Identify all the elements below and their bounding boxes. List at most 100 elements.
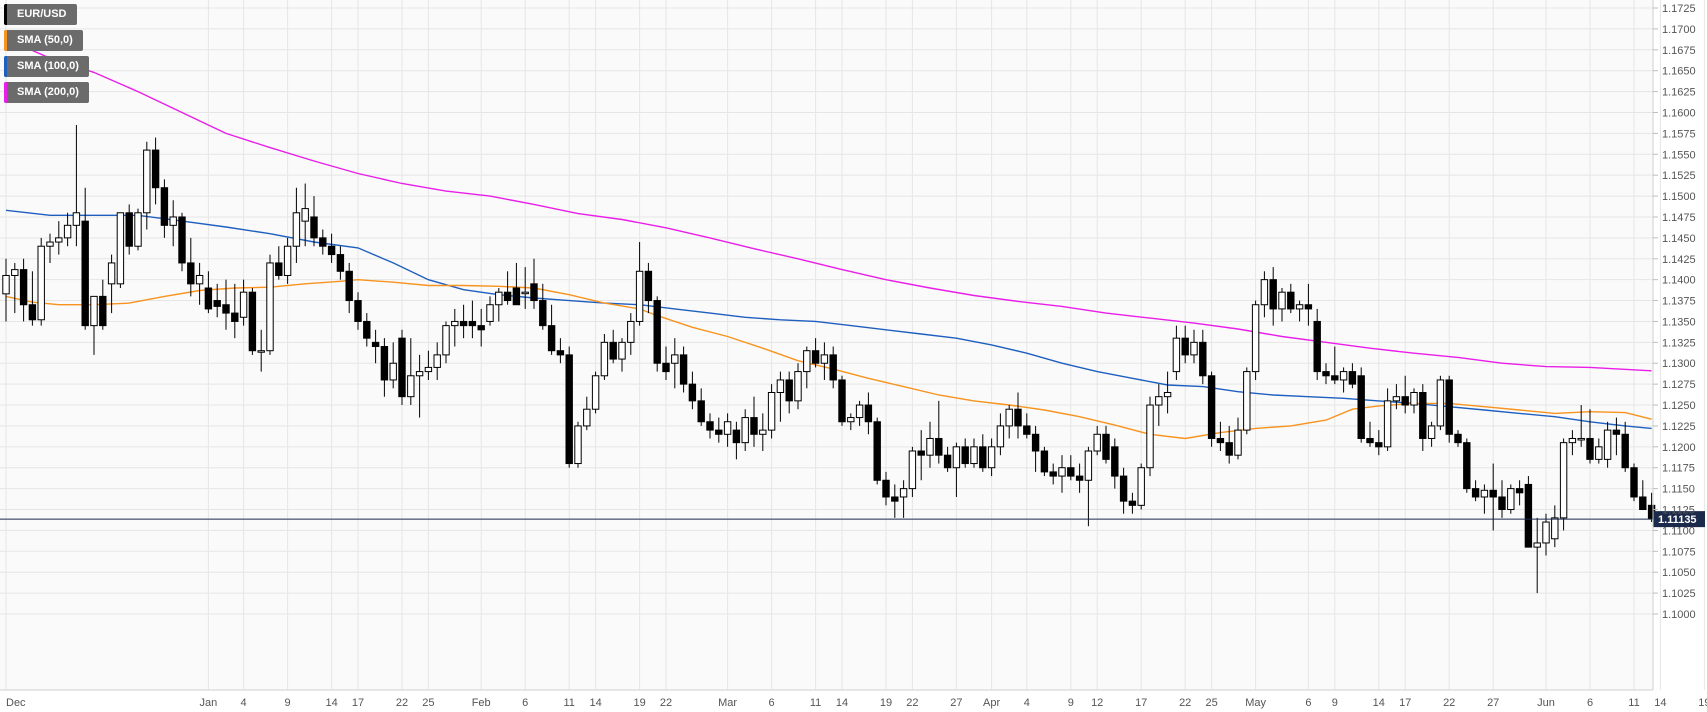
candle [794,363,802,410]
x-tick-label: 9 [1068,697,1074,709]
candle-body-up [820,354,829,364]
candle [239,279,248,326]
candle [1322,363,1330,385]
candle-body-down [354,300,362,322]
candle [178,212,186,272]
candle-body-up [1595,446,1603,460]
candle-body-down [882,479,890,498]
x-tick-label: Apr [983,697,1000,709]
candle [1084,446,1093,527]
y-tick-label: 1.1000 [1662,609,1696,621]
candle-body-up [266,262,274,352]
x-tick-label: 27 [950,697,962,709]
x-tick-label: 22 [1443,697,1455,709]
candle-body-down [248,291,257,352]
candle-body-up [987,446,996,469]
legend-item-sma-200[interactable]: SMA (200,0) [4,82,89,103]
candle [917,430,925,481]
y-tick-label: 1.1575 [1662,128,1696,140]
candle [415,354,424,418]
candle [213,283,221,318]
x-tick-label: 17 [352,697,364,709]
candle [1102,425,1110,464]
y-tick-label: 1.1550 [1662,149,1696,161]
legend-item-eurusd[interactable]: EUR/USD [4,4,77,25]
candle-body-up [627,320,635,343]
candle-body-up [1084,450,1093,481]
x-tick-label: 4 [1024,697,1030,709]
x-tick-label: Jan [200,697,218,709]
candle [1542,513,1550,556]
y-axis: 1.1725 1.1700 1.1675 1.1650 1.1625 1.1600 1.15… [1652,0,1696,690]
candle [477,308,485,347]
x-tick-label: 4 [241,697,247,709]
candle [28,271,37,326]
candle-body-down [1014,408,1022,427]
x-tick-label: 14 [836,697,848,709]
candle [855,400,864,426]
candle [952,442,961,497]
candle [732,421,741,460]
candle-body-down [732,429,741,444]
candle [389,342,397,389]
candle-body-down [310,216,318,239]
candle-body-up [1295,304,1304,310]
x-tick-label: 19 [1698,697,1707,709]
candle [81,187,89,330]
candle-body-down [1119,475,1128,502]
x-tick-label: 22 [906,697,918,709]
candle-body-down [838,379,846,423]
y-tick-label: 1.1250 [1662,400,1696,412]
candle-body-down [125,212,133,247]
candle [266,254,274,355]
candle [63,212,72,247]
candle [1207,371,1216,447]
candle-body-down [556,350,565,356]
candle-body-up [415,371,424,377]
candle [151,137,160,205]
candle-body-down [864,404,873,423]
candle-body-up [803,350,811,373]
candle-body-up [583,408,591,427]
candle [1075,463,1084,493]
candle [935,400,943,464]
candle-body-up [90,295,98,327]
candle-body-up [389,362,397,381]
legend-swatch [4,30,7,51]
candle [785,371,793,414]
candle [204,271,213,314]
candle-body-down [1049,471,1057,477]
candle [1049,463,1057,485]
candle-body-down [1040,450,1049,473]
candle [1216,421,1225,452]
candle-body-up [169,216,177,226]
candle [99,279,107,330]
candle [222,279,230,330]
candle [1577,405,1585,447]
candle-body-up [1383,400,1392,448]
candle-body-down [178,216,186,264]
candle [979,434,987,472]
candle-body-down [706,421,714,431]
candle-body-down [151,149,160,189]
candle-body-down [1586,437,1594,460]
candle-body-down [363,320,371,339]
legend-swatch [4,56,7,77]
candle [495,288,503,322]
candle [609,329,617,364]
candle-body-down [1471,488,1480,498]
candle [248,288,257,355]
candle [1454,430,1462,447]
x-tick-label: 9 [1332,697,1338,709]
candle [1463,438,1471,493]
legend-label: SMA (50,0) [17,34,73,46]
candle [433,342,441,380]
legend-item-sma-50[interactable]: SMA (50,0) [4,30,83,51]
current-price-label: 1.11135 [1658,514,1697,526]
candle [1515,480,1524,506]
x-tick-label: 27 [1487,697,1499,709]
candle-body-down [275,262,283,276]
legend-item-sma-100[interactable]: SMA (100,0) [4,56,89,77]
candle-body-up [759,429,767,435]
